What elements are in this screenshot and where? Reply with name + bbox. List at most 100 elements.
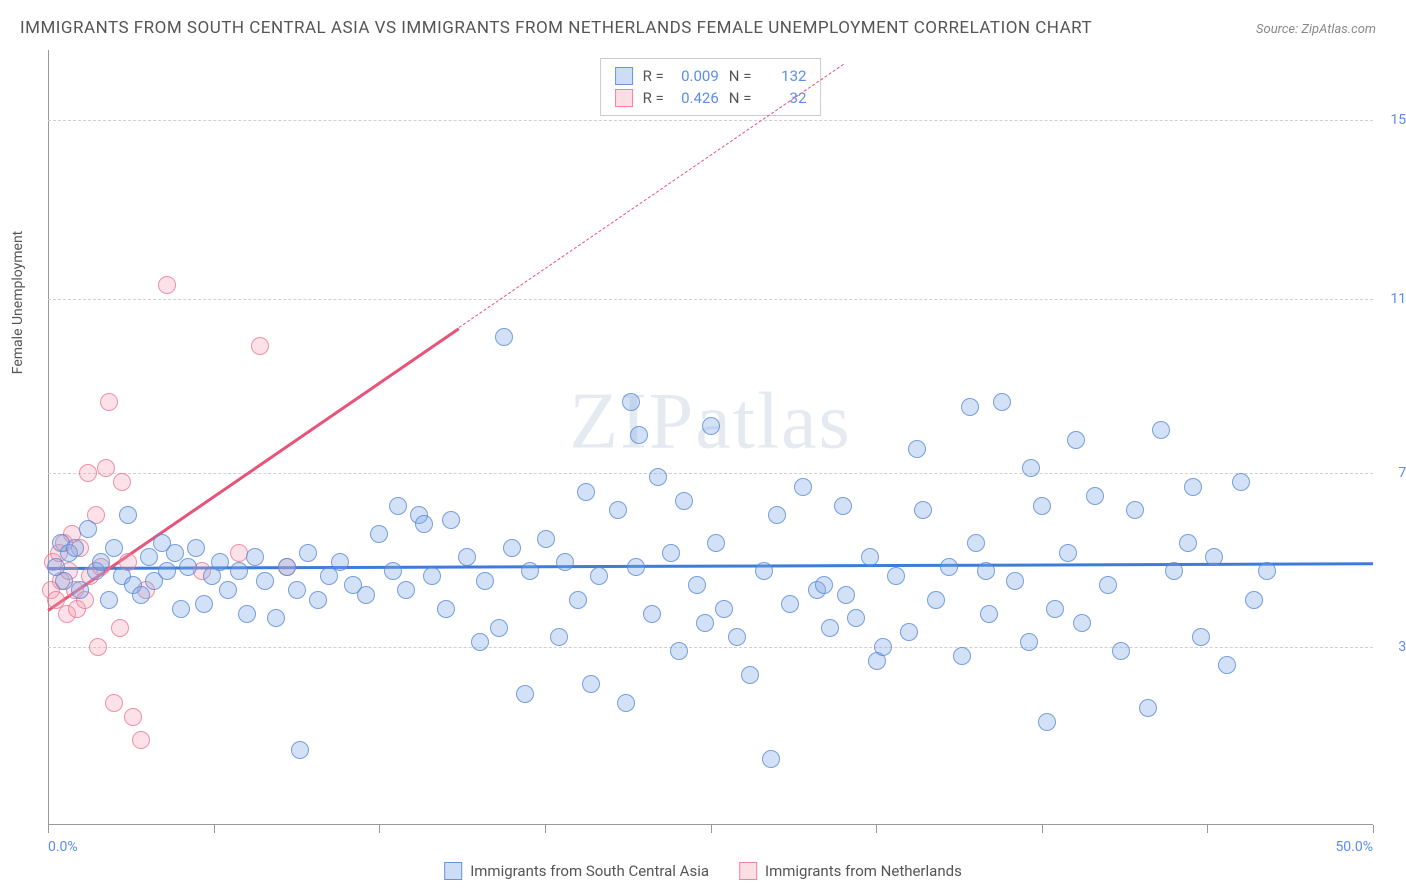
stats-legend-box: R =0.009N =132R =0.426N =32: [600, 58, 822, 116]
data-point-south-central-asia: [238, 605, 256, 623]
data-point-netherlands: [89, 638, 107, 656]
data-point-netherlands: [158, 276, 176, 294]
data-point-south-central-asia: [741, 666, 759, 684]
data-point-south-central-asia: [577, 483, 595, 501]
data-point-south-central-asia: [649, 468, 667, 486]
data-point-south-central-asia: [442, 511, 460, 529]
data-point-south-central-asia: [256, 572, 274, 590]
data-point-south-central-asia: [707, 534, 725, 552]
data-point-south-central-asia: [688, 576, 706, 594]
data-point-south-central-asia: [458, 548, 476, 566]
data-point-south-central-asia: [1258, 562, 1276, 580]
data-point-south-central-asia: [662, 544, 680, 562]
data-point-south-central-asia: [195, 595, 213, 613]
data-point-south-central-asia: [794, 478, 812, 496]
data-point-south-central-asia: [370, 525, 388, 543]
data-point-south-central-asia: [582, 675, 600, 693]
y-axis-label: Female Unemployment: [10, 230, 26, 374]
chart-container: Female Unemployment ZIPatlas R =0.009N =…: [48, 50, 1373, 825]
data-point-south-central-asia: [967, 534, 985, 552]
data-point-south-central-asia: [550, 628, 568, 646]
data-point-netherlands: [113, 473, 131, 491]
data-point-south-central-asia: [675, 492, 693, 510]
data-point-netherlands: [124, 708, 142, 726]
data-point-south-central-asia: [1112, 642, 1130, 660]
data-point-south-central-asia: [861, 548, 879, 566]
data-point-netherlands: [105, 694, 123, 712]
data-point-south-central-asia: [834, 497, 852, 515]
data-point-netherlands: [111, 619, 129, 637]
legend-label: Immigrants from South Central Asia: [470, 862, 709, 880]
x-tick: [1373, 825, 1374, 833]
stat-r-value: 0.426: [674, 89, 719, 107]
legend-item: Immigrants from South Central Asia: [444, 862, 709, 880]
data-point-south-central-asia: [1205, 548, 1223, 566]
data-point-south-central-asia: [1086, 487, 1104, 505]
legend-swatch-blue: [615, 67, 633, 85]
data-point-south-central-asia: [961, 398, 979, 416]
stats-row: R =0.426N =32: [615, 87, 807, 109]
data-point-south-central-asia: [166, 544, 184, 562]
data-point-south-central-asia: [1179, 534, 1197, 552]
data-point-south-central-asia: [288, 581, 306, 599]
data-point-south-central-asia: [309, 591, 327, 609]
data-point-south-central-asia: [397, 581, 415, 599]
data-point-south-central-asia: [980, 605, 998, 623]
data-point-south-central-asia: [627, 558, 645, 576]
data-point-south-central-asia: [914, 501, 932, 519]
data-point-south-central-asia: [590, 567, 608, 585]
data-point-south-central-asia: [230, 562, 248, 580]
data-point-south-central-asia: [1099, 576, 1117, 594]
data-point-south-central-asia: [815, 576, 833, 594]
x-tick: [1207, 825, 1208, 833]
stat-r-value: 0.009: [674, 67, 719, 85]
legend-label: Immigrants from Netherlands: [765, 862, 962, 880]
data-point-south-central-asia: [702, 417, 720, 435]
data-point-south-central-asia: [781, 595, 799, 613]
stat-n-value: 132: [761, 67, 806, 85]
data-point-south-central-asia: [211, 553, 229, 571]
data-point-south-central-asia: [556, 553, 574, 571]
x-tick: [545, 825, 546, 833]
data-point-south-central-asia: [715, 600, 733, 618]
x-tick: [876, 825, 877, 833]
data-point-south-central-asia: [105, 539, 123, 557]
data-point-south-central-asia: [755, 562, 773, 580]
data-point-south-central-asia: [1059, 544, 1077, 562]
data-point-south-central-asia: [1073, 614, 1091, 632]
data-point-south-central-asia: [158, 562, 176, 580]
data-point-netherlands: [97, 459, 115, 477]
data-point-south-central-asia: [92, 553, 110, 571]
data-point-south-central-asia: [331, 553, 349, 571]
data-point-south-central-asia: [299, 544, 317, 562]
source-attribution: Source: ZipAtlas.com: [1256, 22, 1376, 37]
data-point-south-central-asia: [415, 515, 433, 533]
data-point-south-central-asia: [1046, 600, 1064, 618]
x-tick: [214, 825, 215, 833]
data-point-south-central-asia: [670, 642, 688, 660]
legend-swatch-pink: [739, 862, 757, 880]
data-point-south-central-asia: [1184, 478, 1202, 496]
bottom-legend: Immigrants from South Central Asia Immigr…: [444, 862, 962, 880]
data-point-south-central-asia: [267, 609, 285, 627]
data-point-south-central-asia: [71, 581, 89, 599]
data-point-south-central-asia: [389, 497, 407, 515]
x-tick-label: 50.0%: [1335, 839, 1373, 855]
y-tick-label: 15.0%: [1390, 112, 1406, 128]
data-point-south-central-asia: [1006, 572, 1024, 590]
data-point-south-central-asia: [357, 586, 375, 604]
data-point-south-central-asia: [977, 562, 995, 580]
stat-r-label: R =: [643, 67, 664, 85]
data-point-south-central-asia: [1126, 501, 1144, 519]
x-tick: [1042, 825, 1043, 833]
data-point-south-central-asia: [874, 638, 892, 656]
grid-line: [48, 299, 1373, 300]
data-point-south-central-asia: [132, 586, 150, 604]
x-tick-label: 0.0%: [48, 839, 78, 855]
data-point-south-central-asia: [953, 647, 971, 665]
data-point-south-central-asia: [66, 539, 84, 557]
data-point-south-central-asia: [278, 558, 296, 576]
data-point-south-central-asia: [140, 548, 158, 566]
data-point-south-central-asia: [219, 581, 237, 599]
data-point-south-central-asia: [569, 591, 587, 609]
